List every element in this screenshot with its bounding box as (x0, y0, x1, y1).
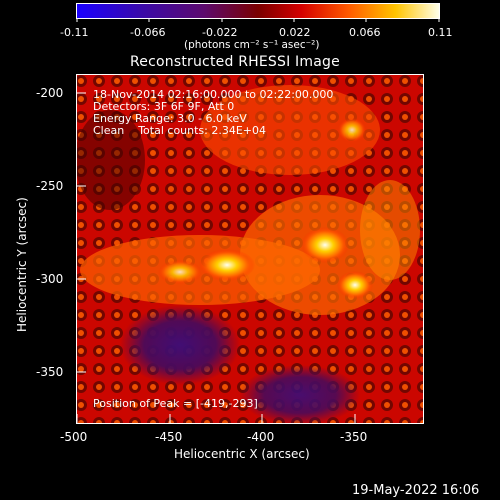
y-tick-label: -350 (36, 365, 64, 379)
y-axis-title: Heliocentric Y (arcsec) (15, 197, 29, 332)
axis-ticks (76, 92, 356, 423)
info-line: Clean Total counts: 2.34E+04 (93, 124, 267, 137)
plot-frame (76, 74, 424, 424)
x-tick-label: -500 (60, 430, 88, 444)
colorbar-tick-label: -0.11 (60, 26, 89, 39)
colorbar-tick-label: 0.066 (349, 26, 381, 39)
x-tick-label: -400 (247, 430, 275, 444)
x-axis-title: Heliocentric X (arcsec) (174, 447, 310, 461)
x-tick-label: -450 (155, 430, 183, 444)
colorbar-tick-label: -0.066 (130, 26, 166, 39)
colorbar-frame (76, 3, 440, 19)
colorbar-tick-label: 0.022 (279, 26, 311, 39)
x-tick-label: -350 (340, 430, 368, 444)
peak-position-label: Position of Peak = [-419,-293] (93, 397, 258, 410)
colorbar-tick-label: -0.022 (202, 26, 238, 39)
y-tick-label: -300 (36, 272, 64, 286)
colorbar-tick-label: 0.11 (428, 26, 453, 39)
y-tick-label: -200 (36, 86, 64, 100)
info-line: 18-Nov-2014 02:16:00.000 to 02:22:00.000 (93, 88, 334, 101)
info-line: Energy Range: 3.0 - 6.0 keV (93, 112, 247, 125)
colorbar-unit-label: (photons cm⁻² s⁻¹ asec⁻²) (184, 39, 320, 51)
rhessi-image (77, 75, 423, 423)
info-line: Detectors: 3F 6F 9F, Att 0 (93, 100, 235, 113)
colorbar (77, 4, 439, 18)
plot-title: Reconstructed RHESSI Image (130, 54, 340, 70)
y-tick-label: -250 (36, 179, 64, 193)
footer-timestamp: 19-May-2022 16:06 (352, 483, 480, 498)
